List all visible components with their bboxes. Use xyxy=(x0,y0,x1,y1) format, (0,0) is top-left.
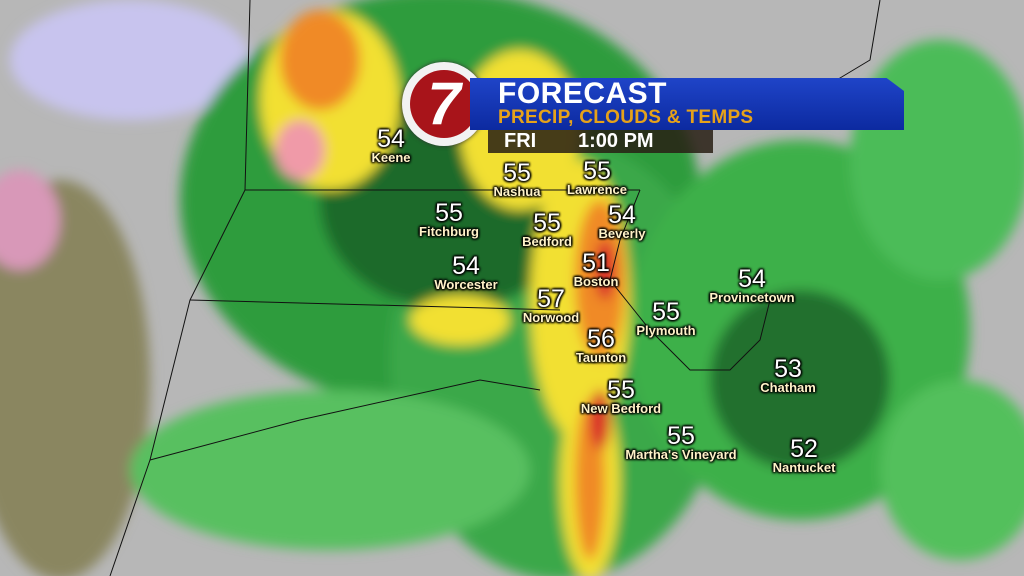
time-bar xyxy=(488,130,713,153)
city-fitchburg: 55 Fitchburg xyxy=(419,199,479,239)
city-keene: 54 Keene xyxy=(371,125,411,165)
forecast-banner xyxy=(470,78,904,130)
city-chatham: 53 Chatham xyxy=(760,355,816,395)
city-bedford: 55 Bedford xyxy=(522,209,572,249)
city-provincetown: 54 Provincetown xyxy=(709,265,795,305)
city-marthas-vineyard: 55 Martha's Vineyard xyxy=(625,422,737,462)
city-beverly: 54 Beverly xyxy=(598,201,646,241)
city-worcester: 54 Worcester xyxy=(434,252,498,292)
banner-title: FORECAST xyxy=(498,77,667,110)
forecast-day: FRI xyxy=(504,130,537,152)
city-plymouth: 55 Plymouth xyxy=(636,298,696,338)
city-norwood: 57 Norwood xyxy=(522,285,580,325)
city-taunton: 56 Taunton xyxy=(575,325,627,365)
state-borders xyxy=(109,0,881,576)
city-lawrence: 55 Lawrence xyxy=(567,157,627,197)
banner-subtitle: PRECIP, CLOUDS & TEMPS xyxy=(498,107,754,128)
forecast-time: 1:00 PM xyxy=(578,130,654,152)
city-nantucket: 52 Nantucket xyxy=(772,435,836,475)
city-new-bedford: 55 New Bedford xyxy=(580,376,662,416)
city-boston: 51 Boston xyxy=(573,249,619,289)
city-nashua: 55 Nashua xyxy=(493,159,541,199)
